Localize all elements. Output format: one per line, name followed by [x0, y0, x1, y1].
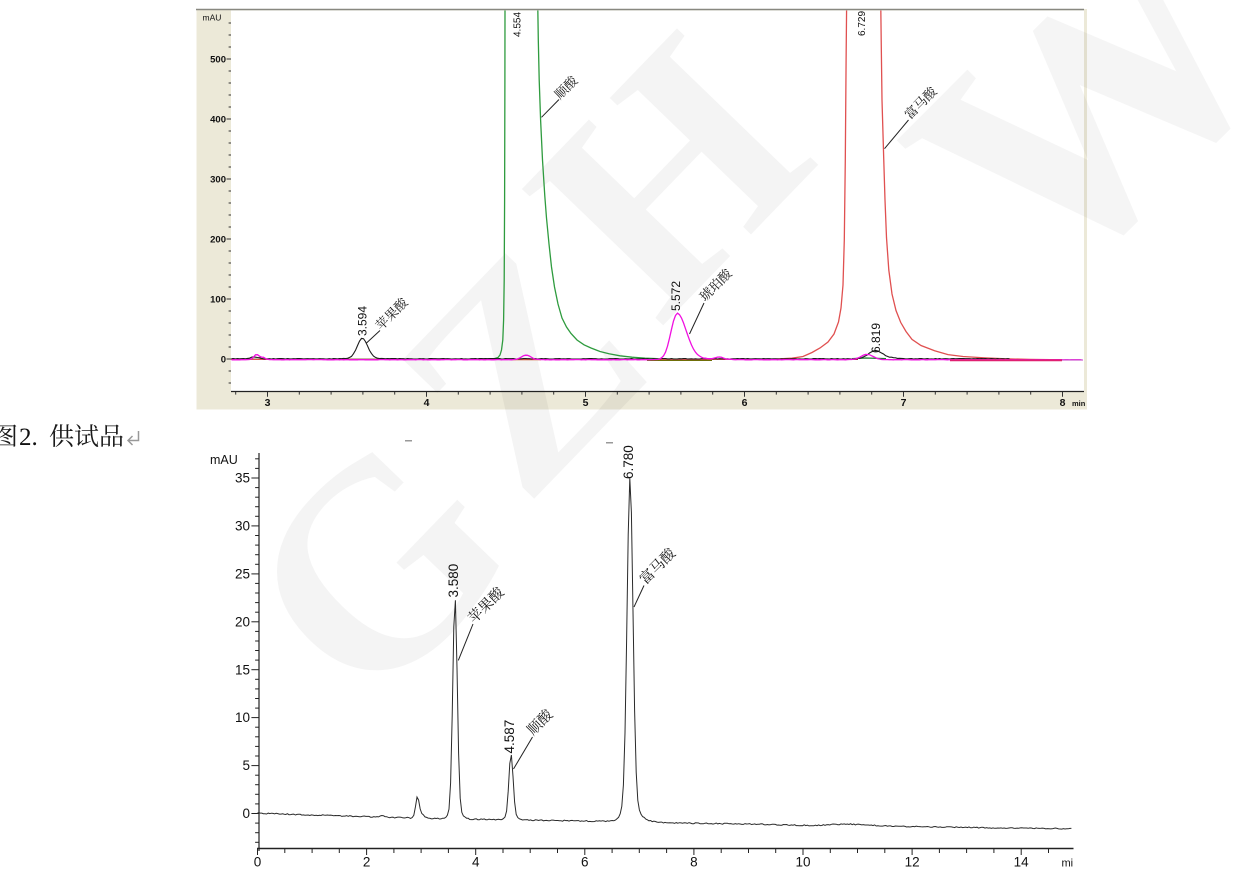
- svg-text:8: 8: [690, 855, 698, 870]
- svg-text:5: 5: [242, 758, 250, 773]
- svg-text:15: 15: [235, 662, 250, 677]
- svg-text:30: 30: [235, 519, 250, 534]
- svg-text:4.554: 4.554: [513, 12, 524, 37]
- svg-text:7: 7: [901, 397, 907, 409]
- svg-text:mAU: mAU: [203, 13, 222, 23]
- svg-text:300: 300: [210, 174, 226, 185]
- svg-text:6.729: 6.729: [857, 11, 868, 36]
- svg-text:4.587: 4.587: [502, 720, 517, 754]
- svg-text:14: 14: [1014, 855, 1030, 870]
- svg-text:3.580: 3.580: [446, 564, 461, 598]
- svg-text:0: 0: [254, 855, 262, 870]
- svg-text:3.594: 3.594: [356, 306, 370, 336]
- svg-text:10: 10: [235, 710, 250, 725]
- svg-text:6: 6: [581, 855, 589, 870]
- svg-text:6: 6: [742, 397, 748, 409]
- svg-text:3: 3: [265, 397, 271, 409]
- svg-text:min: min: [1072, 399, 1086, 408]
- svg-text:5.572: 5.572: [669, 281, 683, 311]
- svg-text:2.: 2.: [19, 424, 38, 451]
- svg-text:25: 25: [235, 567, 250, 582]
- svg-text:0: 0: [221, 354, 226, 365]
- svg-text:mi: mi: [1062, 858, 1074, 870]
- svg-text:mAU: mAU: [210, 453, 238, 467]
- svg-text:4: 4: [424, 397, 430, 409]
- svg-text:8: 8: [1060, 397, 1066, 409]
- svg-text:6.780: 6.780: [621, 445, 636, 479]
- svg-text:6.819: 6.819: [869, 323, 883, 353]
- svg-text:4: 4: [472, 855, 480, 870]
- svg-text:12: 12: [905, 855, 920, 870]
- svg-text:100: 100: [210, 294, 226, 305]
- svg-text:0: 0: [242, 806, 250, 821]
- svg-text:10: 10: [795, 855, 810, 870]
- svg-text:200: 200: [210, 234, 226, 245]
- svg-text:400: 400: [210, 114, 226, 125]
- svg-text:2: 2: [363, 855, 371, 870]
- svg-text:35: 35: [235, 471, 250, 486]
- svg-text:20: 20: [235, 614, 250, 629]
- svg-text:500: 500: [210, 54, 226, 65]
- svg-text:5: 5: [583, 397, 589, 409]
